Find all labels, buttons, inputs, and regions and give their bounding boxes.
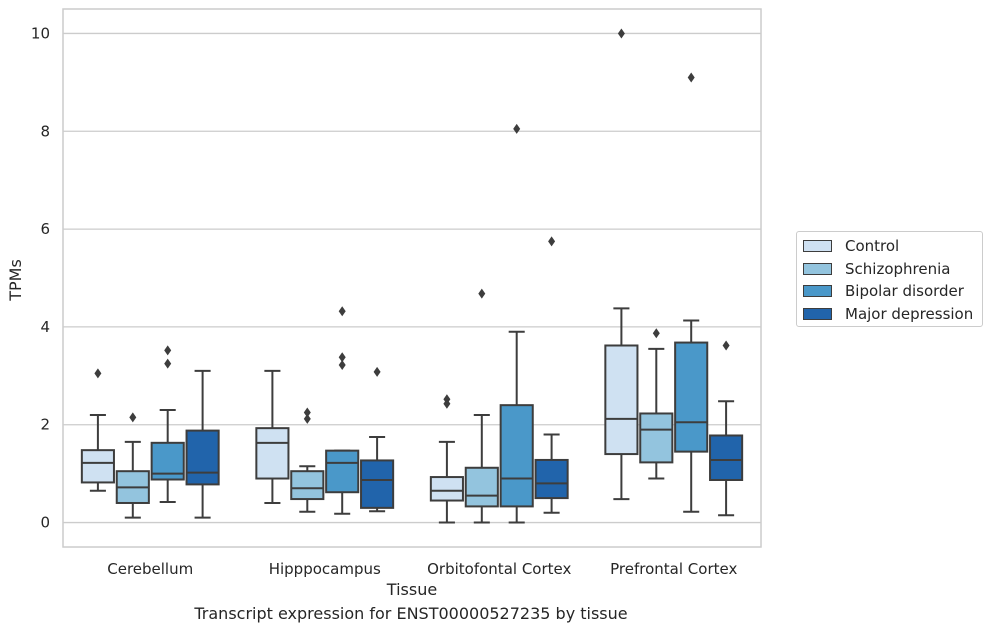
- x-axis-ticks: Cerebellum Hipppocampus Orbitofontal Corte…: [107, 560, 737, 578]
- box-control: [429, 394, 464, 524]
- chart-caption: Transcript expression for ENST0000052723…: [194, 604, 628, 623]
- box-iqr: [709, 434, 744, 481]
- outlier-point: [443, 394, 451, 405]
- outlier-point: [687, 72, 695, 83]
- legend: Control Schizophrenia Bipolar disorder Majo…: [796, 231, 983, 327]
- x-tick-label: Cerebellum: [107, 560, 193, 578]
- outlier-point: [617, 28, 625, 39]
- outlier-point: [164, 358, 172, 369]
- box-bipolar-disorder: [150, 345, 185, 504]
- outlier-point: [94, 368, 102, 379]
- box-bipolar-disorder: [499, 123, 534, 524]
- box-control: [604, 28, 639, 501]
- box-iqr: [674, 341, 709, 453]
- y-tick-label: 0: [40, 514, 50, 532]
- gridlines: [63, 32, 761, 524]
- box-iqr: [255, 427, 290, 480]
- outlier-point: [652, 328, 660, 339]
- legend-swatch: [803, 240, 832, 253]
- box-control: [80, 368, 115, 492]
- box-schizophrenia: [639, 328, 674, 480]
- outlier-point: [129, 412, 137, 423]
- outlier-point: [338, 360, 346, 371]
- legend-label: Control: [845, 237, 900, 256]
- legend-swatch: [803, 285, 832, 298]
- legend-label: Schizophrenia: [845, 259, 951, 278]
- box-iqr: [80, 449, 115, 484]
- outlier-point: [478, 288, 486, 299]
- box-control: [255, 369, 290, 504]
- boxes: [80, 28, 744, 524]
- box-schizophrenia: [115, 412, 150, 519]
- box-iqr: [290, 470, 325, 501]
- box-iqr: [499, 404, 534, 508]
- outlier-point: [338, 306, 346, 317]
- outlier-point: [338, 352, 346, 363]
- box-major-depression: [185, 369, 220, 519]
- y-tick-label: 2: [40, 416, 50, 434]
- legend-swatch: [803, 307, 832, 320]
- outlier-point: [373, 366, 381, 377]
- box-bipolar-disorder: [674, 72, 709, 513]
- legend-item: Schizophrenia: [803, 258, 982, 281]
- box-schizophrenia: [464, 288, 499, 524]
- outlier-point: [303, 407, 311, 418]
- y-axis-ticks: 0 2 4 6 8 10: [31, 24, 50, 531]
- x-tick-label: Orbitofontal Cortex: [427, 560, 571, 578]
- legend-label: Major depression: [845, 304, 974, 323]
- y-tick-label: 6: [40, 220, 50, 238]
- legend-item: Bipolar disorder: [803, 280, 982, 303]
- legend-swatch: [803, 262, 832, 275]
- box-schizophrenia: [290, 407, 325, 513]
- box-iqr: [325, 449, 360, 494]
- box-iqr: [360, 459, 395, 509]
- box-iqr: [604, 344, 639, 456]
- y-tick-label: 10: [31, 24, 50, 42]
- outlier-point: [513, 123, 521, 134]
- box-iqr: [534, 458, 569, 500]
- x-axis-label: Tissue: [386, 580, 437, 599]
- box-iqr: [185, 429, 220, 486]
- x-tick-label: Prefrontal Cortex: [610, 560, 737, 578]
- box-iqr: [639, 412, 674, 464]
- outlier-point: [164, 345, 172, 356]
- y-tick-label: 4: [40, 318, 50, 336]
- box-iqr: [429, 476, 464, 502]
- outlier-point: [303, 413, 311, 424]
- x-tick-label: Hipppocampus: [269, 560, 381, 578]
- outlier-point: [548, 236, 556, 247]
- box-iqr: [464, 466, 499, 508]
- legend-label: Bipolar disorder: [845, 282, 964, 301]
- box-major-depression: [360, 366, 395, 513]
- box-major-depression: [709, 340, 744, 517]
- legend-item: Major depression: [803, 303, 982, 326]
- y-axis-label: TPMs: [6, 259, 25, 302]
- box-major-depression: [534, 236, 569, 514]
- box-bipolar-disorder: [325, 306, 360, 515]
- outlier-point: [722, 340, 730, 351]
- y-tick-label: 8: [40, 122, 50, 140]
- legend-item: Control: [803, 235, 982, 258]
- plot-area-frame: [62, 8, 762, 548]
